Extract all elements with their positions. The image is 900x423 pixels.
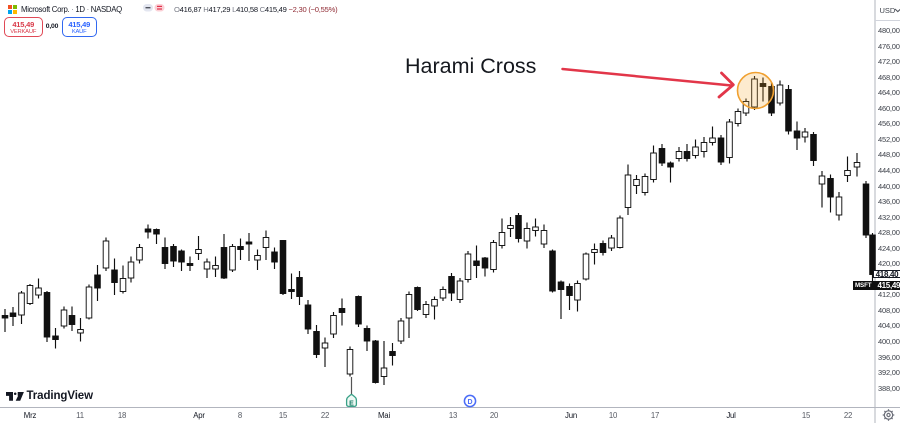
svg-text:E: E <box>349 401 354 408</box>
svg-text:D: D <box>467 399 472 406</box>
